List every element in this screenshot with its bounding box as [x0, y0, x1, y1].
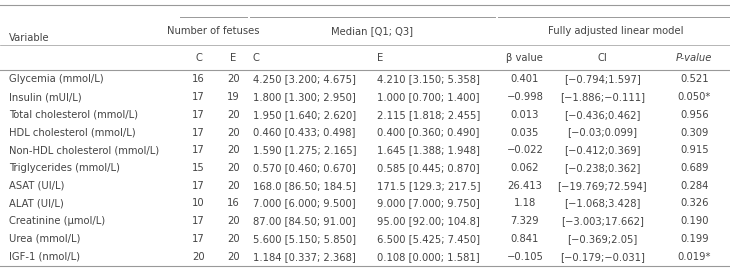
Text: 0.585 [0.445; 0.870]: 0.585 [0.445; 0.870] — [377, 163, 480, 173]
Text: 0.062: 0.062 — [510, 163, 539, 173]
Text: 95.00 [92.00; 104.8]: 95.00 [92.00; 104.8] — [377, 216, 480, 226]
Text: [−1.886;−0.111]: [−1.886;−0.111] — [560, 92, 645, 102]
Text: 20: 20 — [227, 110, 240, 120]
Text: Median [Q1; Q3]: Median [Q1; Q3] — [331, 26, 413, 36]
Text: 17: 17 — [192, 181, 205, 191]
Text: −0.022: −0.022 — [507, 145, 543, 155]
Text: 17: 17 — [192, 234, 205, 244]
Text: CI: CI — [597, 53, 607, 63]
Text: Creatinine (μmol/L): Creatinine (μmol/L) — [9, 216, 105, 226]
Text: [−0.369;2.05]: [−0.369;2.05] — [567, 234, 637, 244]
Text: 10: 10 — [192, 198, 205, 208]
Text: 0.108 [0.000; 1.581]: 0.108 [0.000; 1.581] — [377, 252, 480, 262]
Text: 5.600 [5.150; 5.850]: 5.600 [5.150; 5.850] — [253, 234, 356, 244]
Text: 1.645 [1.388; 1.948]: 1.645 [1.388; 1.948] — [377, 145, 480, 155]
Text: 6.500 [5.425; 7.450]: 6.500 [5.425; 7.450] — [377, 234, 480, 244]
Text: Fully adjusted linear model: Fully adjusted linear model — [548, 26, 683, 36]
Text: [−0.179;−0.031]: [−0.179;−0.031] — [560, 252, 645, 262]
Text: 0.689: 0.689 — [680, 163, 709, 173]
Text: E: E — [377, 53, 383, 63]
Text: 20: 20 — [227, 145, 240, 155]
Text: 20: 20 — [227, 128, 240, 138]
Text: 26.413: 26.413 — [507, 181, 542, 191]
Text: 16: 16 — [227, 198, 240, 208]
Text: 0.915: 0.915 — [680, 145, 709, 155]
Text: 17: 17 — [192, 110, 205, 120]
Text: 0.199: 0.199 — [680, 234, 709, 244]
Text: 1.950 [1.640; 2.620]: 1.950 [1.640; 2.620] — [253, 110, 356, 120]
Text: 0.190: 0.190 — [680, 216, 709, 226]
Text: 17: 17 — [192, 216, 205, 226]
Text: 1.184 [0.337; 2.368]: 1.184 [0.337; 2.368] — [253, 252, 356, 262]
Text: 4.210 [3.150; 5.358]: 4.210 [3.150; 5.358] — [377, 74, 480, 84]
Text: Number of fetuses: Number of fetuses — [167, 26, 259, 36]
Text: ALAT (UI/L): ALAT (UI/L) — [9, 198, 64, 208]
Text: 19: 19 — [227, 92, 240, 102]
Text: 0.400 [0.360; 0.490]: 0.400 [0.360; 0.490] — [377, 128, 479, 138]
Text: 0.035: 0.035 — [511, 128, 539, 138]
Text: Variable: Variable — [9, 33, 50, 43]
Text: E: E — [231, 53, 237, 63]
Text: 1.000 [0.700; 1.400]: 1.000 [0.700; 1.400] — [377, 92, 479, 102]
Text: 20: 20 — [227, 163, 240, 173]
Text: 16: 16 — [192, 74, 205, 84]
Text: 168.0 [86.50; 184.5]: 168.0 [86.50; 184.5] — [253, 181, 356, 191]
Text: [−19.769;72.594]: [−19.769;72.594] — [558, 181, 647, 191]
Text: 0.019*: 0.019* — [677, 252, 711, 262]
Text: Non-HDL cholesterol (mmol/L): Non-HDL cholesterol (mmol/L) — [9, 145, 159, 155]
Text: Triglycerides (mmol/L): Triglycerides (mmol/L) — [9, 163, 120, 173]
Text: 171.5 [129.3; 217.5]: 171.5 [129.3; 217.5] — [377, 181, 480, 191]
Text: 17: 17 — [192, 128, 205, 138]
Text: 0.841: 0.841 — [511, 234, 539, 244]
Text: 4.250 [3.200; 4.675]: 4.250 [3.200; 4.675] — [253, 74, 356, 84]
Text: 20: 20 — [227, 252, 240, 262]
Text: [−0.03;0.099]: [−0.03;0.099] — [567, 128, 637, 138]
Text: [−1.068;3.428]: [−1.068;3.428] — [564, 198, 640, 208]
Text: C: C — [195, 53, 202, 63]
Text: C: C — [253, 53, 259, 63]
Text: 20: 20 — [227, 234, 240, 244]
Text: [−0.794;1.597]: [−0.794;1.597] — [564, 74, 641, 84]
Text: P-value: P-value — [676, 53, 712, 63]
Text: Urea (mmol/L): Urea (mmol/L) — [9, 234, 80, 244]
Text: 0.284: 0.284 — [680, 181, 708, 191]
Text: HDL cholesterol (mmol/L): HDL cholesterol (mmol/L) — [9, 128, 135, 138]
Text: 0.521: 0.521 — [680, 74, 709, 84]
Text: [−0.238;0.362]: [−0.238;0.362] — [564, 163, 640, 173]
Text: 20: 20 — [192, 252, 205, 262]
Text: 20: 20 — [227, 181, 240, 191]
Text: 0.326: 0.326 — [680, 198, 709, 208]
Text: 0.956: 0.956 — [680, 110, 709, 120]
Text: 17: 17 — [192, 92, 205, 102]
Text: 0.013: 0.013 — [511, 110, 539, 120]
Text: 1.18: 1.18 — [514, 198, 536, 208]
Text: 20: 20 — [227, 74, 240, 84]
Text: 9.000 [7.000; 9.750]: 9.000 [7.000; 9.750] — [377, 198, 480, 208]
Text: [−3.003;17.662]: [−3.003;17.662] — [561, 216, 644, 226]
Text: 17: 17 — [192, 145, 205, 155]
Text: 15: 15 — [192, 163, 205, 173]
Text: 7.329: 7.329 — [510, 216, 539, 226]
Text: IGF-1 (nmol/L): IGF-1 (nmol/L) — [9, 252, 80, 262]
Text: ASAT (UI/L): ASAT (UI/L) — [9, 181, 64, 191]
Text: 7.000 [6.000; 9.500]: 7.000 [6.000; 9.500] — [253, 198, 356, 208]
Text: 1.590 [1.275; 2.165]: 1.590 [1.275; 2.165] — [253, 145, 356, 155]
Text: Total cholesterol (mmol/L): Total cholesterol (mmol/L) — [9, 110, 138, 120]
Text: 0.570 [0.460; 0.670]: 0.570 [0.460; 0.670] — [253, 163, 356, 173]
Text: 87.00 [84.50; 91.00]: 87.00 [84.50; 91.00] — [253, 216, 356, 226]
Text: −0.998: −0.998 — [507, 92, 543, 102]
Text: −0.105: −0.105 — [507, 252, 543, 262]
Text: 20: 20 — [227, 216, 240, 226]
Text: 0.050*: 0.050* — [677, 92, 711, 102]
Text: [−0.412;0.369]: [−0.412;0.369] — [564, 145, 640, 155]
Text: 0.401: 0.401 — [511, 74, 539, 84]
Text: 2.115 [1.818; 2.455]: 2.115 [1.818; 2.455] — [377, 110, 480, 120]
Text: Insulin (mUI/L): Insulin (mUI/L) — [9, 92, 81, 102]
Text: 1.800 [1.300; 2.950]: 1.800 [1.300; 2.950] — [253, 92, 356, 102]
Text: 0.309: 0.309 — [680, 128, 708, 138]
Text: 0.460 [0.433; 0.498]: 0.460 [0.433; 0.498] — [253, 128, 355, 138]
Text: [−0.436;0.462]: [−0.436;0.462] — [564, 110, 640, 120]
Text: Glycemia (mmol/L): Glycemia (mmol/L) — [9, 74, 104, 84]
Text: β value: β value — [507, 53, 543, 63]
